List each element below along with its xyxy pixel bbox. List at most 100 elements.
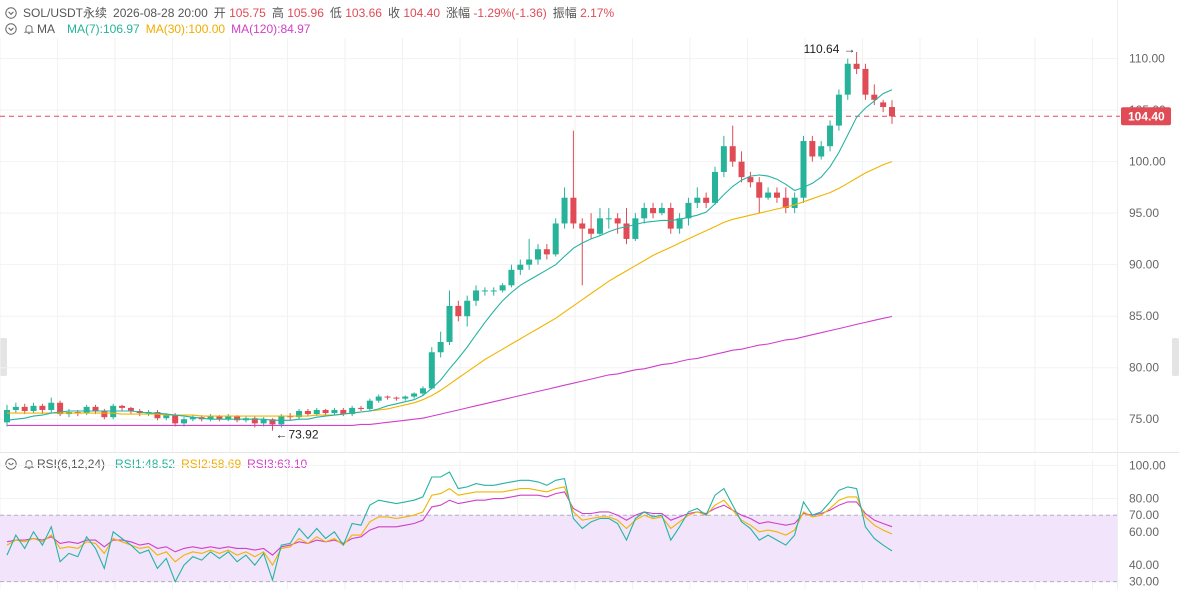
candle[interactable] — [437, 331, 444, 358]
candle[interactable] — [800, 135, 807, 203]
candle[interactable] — [756, 177, 763, 214]
candle[interactable] — [889, 100, 895, 124]
candle[interactable] — [641, 202, 648, 224]
right-scroll-handle[interactable] — [1172, 338, 1179, 376]
candle[interactable] — [366, 398, 373, 411]
candle[interactable] — [110, 403, 117, 420]
collapse-chevron-icon[interactable] — [5, 6, 17, 19]
candle[interactable] — [234, 415, 241, 423]
candle[interactable] — [154, 409, 161, 421]
left-scroll-handle[interactable] — [0, 338, 7, 376]
candle[interactable] — [101, 408, 108, 420]
candle[interactable] — [738, 151, 745, 183]
candle[interactable] — [658, 202, 665, 216]
candle[interactable] — [552, 218, 559, 257]
candle[interactable] — [198, 415, 205, 422]
candle[interactable] — [313, 407, 320, 417]
candle[interactable] — [526, 238, 533, 270]
candle[interactable] — [189, 415, 196, 422]
candle[interactable] — [827, 120, 834, 152]
collapse-chevron-icon[interactable] — [5, 23, 17, 35]
candle[interactable] — [605, 208, 612, 229]
candle[interactable] — [375, 394, 382, 403]
candle[interactable] — [623, 208, 630, 245]
candle[interactable] — [880, 99, 887, 113]
candle[interactable] — [588, 213, 595, 239]
candle[interactable] — [74, 409, 81, 417]
alert-bell-icon[interactable] — [23, 458, 35, 470]
candle[interactable] — [835, 89, 842, 131]
candle[interactable] — [39, 403, 46, 415]
candle[interactable] — [304, 408, 311, 417]
candle[interactable] — [818, 141, 825, 160]
candle[interactable] — [83, 404, 90, 416]
candle[interactable] — [251, 416, 258, 428]
candle[interactable] — [419, 386, 426, 396]
candle[interactable] — [402, 395, 409, 401]
candle[interactable] — [517, 259, 524, 275]
candle[interactable] — [411, 392, 418, 399]
candle[interactable] — [464, 295, 471, 327]
candle[interactable] — [296, 408, 303, 420]
rsi-indicator-label[interactable]: RSI(6,12,24) — [37, 457, 106, 471]
candle[interactable] — [809, 135, 816, 162]
candle[interactable] — [765, 187, 772, 200]
candle[interactable] — [535, 244, 541, 265]
candle[interactable] — [853, 52, 860, 75]
candle[interactable] — [455, 300, 462, 322]
candle[interactable] — [4, 404, 10, 427]
candle[interactable] — [57, 400, 64, 417]
candle[interactable] — [720, 135, 727, 178]
candle[interactable] — [650, 202, 657, 219]
candle[interactable] — [676, 213, 683, 234]
candle[interactable] — [570, 130, 577, 229]
candle[interactable] — [384, 395, 391, 400]
candle[interactable] — [694, 187, 701, 209]
candle[interactable] — [181, 417, 187, 427]
candle[interactable] — [340, 407, 347, 417]
candle[interactable] — [729, 125, 736, 167]
candle[interactable] — [358, 405, 364, 411]
candle[interactable] — [278, 414, 285, 428]
candle[interactable] — [473, 285, 480, 306]
candle[interactable] — [446, 290, 453, 346]
candle[interactable] — [632, 213, 639, 241]
candle[interactable] — [596, 208, 603, 236]
candle[interactable] — [216, 415, 223, 422]
candle[interactable] — [92, 404, 99, 415]
candle[interactable] — [331, 407, 338, 416]
candle[interactable] — [136, 408, 143, 417]
candle[interactable] — [242, 416, 249, 423]
candle[interactable] — [543, 244, 550, 260]
candle[interactable] — [667, 202, 674, 234]
candle[interactable] — [428, 347, 435, 390]
candle[interactable] — [703, 192, 710, 209]
candle[interactable] — [490, 287, 497, 296]
candle[interactable] — [260, 417, 267, 427]
candle[interactable] — [782, 187, 789, 214]
candle[interactable] — [163, 413, 170, 421]
candle[interactable] — [499, 283, 506, 293]
candle[interactable] — [322, 408, 329, 416]
candle[interactable] — [791, 192, 798, 214]
ma-indicator-label[interactable]: MA — [37, 22, 55, 36]
candle[interactable] — [844, 58, 851, 100]
candle[interactable] — [614, 213, 621, 234]
candle[interactable] — [561, 187, 568, 229]
candle[interactable] — [579, 218, 586, 286]
candle[interactable] — [207, 414, 214, 422]
candle[interactable] — [127, 406, 134, 415]
candle[interactable] — [862, 63, 869, 100]
candle[interactable] — [225, 414, 232, 422]
candle[interactable] — [871, 84, 878, 105]
alert-bell-icon[interactable] — [23, 23, 35, 35]
candle[interactable] — [712, 166, 718, 205]
candle[interactable] — [269, 418, 276, 431]
candle[interactable] — [119, 404, 126, 411]
candle[interactable] — [30, 402, 37, 414]
candle[interactable] — [21, 403, 28, 415]
collapse-chevron-icon[interactable] — [5, 458, 17, 470]
candle[interactable] — [145, 409, 152, 417]
candle[interactable] — [481, 287, 488, 296]
